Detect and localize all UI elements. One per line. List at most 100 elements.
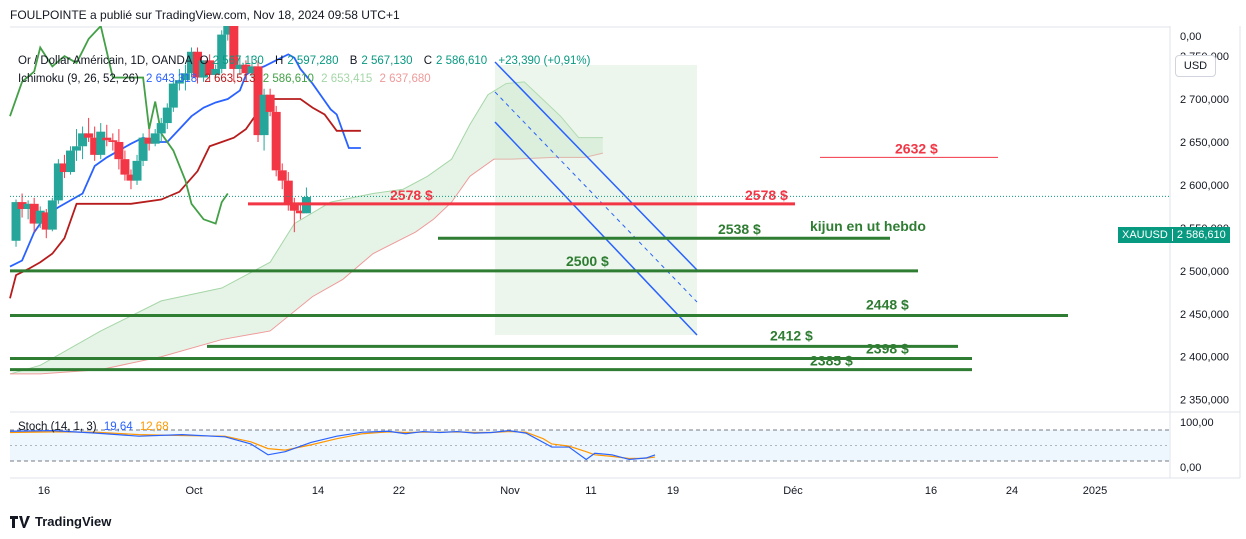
candle-body	[90, 137, 100, 155]
candle-body	[229, 26, 239, 69]
level-label-2538: 2538 $	[718, 221, 761, 237]
x-tick-label: Nov	[500, 485, 520, 497]
ichimoku-spanB-value: 2 637,680	[379, 73, 431, 85]
symbol-badge: XAUUSD	[1118, 229, 1173, 241]
level-label-2385: 2385 $	[810, 353, 853, 369]
candle-body	[168, 83, 178, 108]
candle-body	[265, 94, 275, 112]
last-price-badge: 2 586,610	[1176, 229, 1226, 241]
candle-body	[283, 180, 293, 204]
x-tick-label: 14	[312, 485, 324, 497]
x-tick-label: 11	[585, 485, 596, 497]
candle-body	[174, 80, 184, 84]
candle-body	[223, 26, 233, 35]
x-tick-label: 22	[393, 485, 405, 497]
candle-body	[138, 137, 148, 161]
price-badge: XAUUSD 2 586,610	[1118, 227, 1230, 243]
channel-mid	[494, 91, 698, 303]
channel-lower	[494, 121, 698, 336]
change-label: +23,390 (+0,91%)	[498, 55, 591, 67]
candle-body	[47, 200, 57, 230]
candle-body	[132, 160, 142, 181]
candle-body	[96, 131, 106, 155]
tradingview-label: TradingView	[35, 514, 112, 529]
level-label-2500: 2500 $	[566, 253, 609, 269]
y-tick-label: 2 700,000	[1180, 94, 1229, 106]
candle-body	[102, 137, 112, 141]
stoch-tick-0: 0,00	[1180, 462, 1201, 474]
candle-body	[126, 174, 136, 181]
candle-body	[156, 123, 166, 134]
candle-body	[253, 66, 263, 136]
candle-body	[17, 202, 27, 209]
stoch-label: Stoch (14, 1, 3)	[18, 421, 97, 433]
candle-body	[193, 51, 203, 78]
candle-body	[144, 137, 154, 144]
ichimoku-tenkan-line	[9, 53, 361, 268]
x-tick-label: 19	[667, 485, 679, 497]
level-label-2448: 2448 $	[866, 297, 909, 313]
candle-body	[217, 34, 227, 69]
level-label-2632: 2632 $	[895, 140, 938, 156]
currency-button[interactable]: USD	[1175, 55, 1216, 77]
candle-body	[199, 60, 209, 78]
stoch-k-line	[9, 430, 656, 461]
symbol-title: Or / Dollar Américain, 1D, OANDA	[18, 55, 193, 67]
level-label-2578: 2578 $	[745, 187, 788, 203]
channel-upper	[494, 61, 698, 271]
candle-body	[78, 133, 88, 147]
x-tick-label: 16	[38, 485, 50, 497]
y-tick-label: 2 450,000	[1180, 309, 1229, 321]
candle-body	[35, 210, 45, 224]
candle-body	[211, 68, 221, 75]
candle-body	[29, 203, 39, 224]
candle-body	[23, 203, 33, 209]
candle-body	[11, 202, 21, 241]
candle-body	[271, 111, 281, 171]
publish-header: FOULPOINTE a publié sur TradingView.com,…	[10, 8, 400, 22]
y-tick-label: 2 400,000	[1180, 352, 1229, 364]
y-top-tick: 0,00	[1180, 31, 1201, 43]
tradingview-icon	[10, 515, 30, 528]
stoch-legend: Stoch (14, 1, 3) 19,64 12,68	[18, 421, 173, 433]
y-tick-label: 2 350,000	[1180, 395, 1229, 407]
tradingview-logo[interactable]: TradingView	[10, 514, 111, 529]
price-chart[interactable]: 2632 $2578 $2578 $2538 $2500 $2448 $2412…	[0, 26, 1246, 510]
candle-body	[114, 141, 124, 160]
ichimoku-cloud	[10, 81, 603, 374]
x-tick-label: Déc	[783, 485, 803, 497]
candle-body	[41, 212, 51, 230]
level-label-2398: 2398 $	[866, 340, 909, 356]
candle-body	[180, 73, 190, 81]
y-tick-label: 2 600,000	[1180, 180, 1229, 192]
x-tick-label: 16	[925, 485, 937, 497]
candle-body	[259, 94, 269, 136]
stoch-k-value: 19,64	[103, 421, 133, 433]
level-label-2412: 2412 $	[770, 327, 813, 343]
stoch-d-value: 12,68	[139, 421, 169, 433]
ichimoku-chikou-value: 2 586,610	[262, 73, 314, 85]
ichimoku-label: Ichimoku (9, 26, 52, 26)	[18, 73, 139, 85]
kijun-annotation: kijun en ut hebdo	[810, 218, 926, 234]
candle-body	[241, 64, 251, 74]
candle-body	[120, 159, 130, 175]
candle-body	[53, 163, 63, 201]
candle-body	[186, 51, 196, 74]
x-tick-label: 24	[1006, 485, 1018, 497]
candle-body	[235, 64, 245, 69]
candle-body	[295, 210, 305, 214]
ichimoku-tenkan-value: 2 643,318	[146, 73, 198, 85]
candle-body	[205, 60, 215, 75]
candle-body	[162, 107, 172, 124]
stoch-tick-100: 100,00	[1180, 417, 1214, 429]
candle-body	[84, 133, 94, 138]
level-label-2578: 2578 $	[390, 187, 433, 203]
channel-shade	[495, 65, 697, 335]
cloud-span-a	[9, 81, 603, 375]
ichimoku-kijun-value: 2 663,513	[204, 73, 256, 85]
